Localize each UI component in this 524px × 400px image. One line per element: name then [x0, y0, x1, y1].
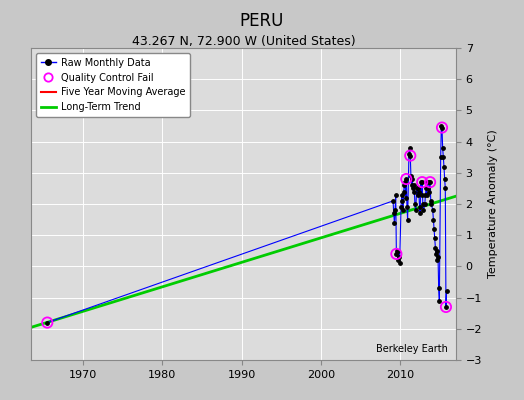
Point	[421, 201, 429, 207]
Point	[397, 204, 405, 210]
Point	[409, 185, 417, 192]
Point	[390, 220, 399, 226]
Point	[398, 198, 407, 204]
Point	[407, 182, 416, 188]
Point	[413, 185, 421, 192]
Point	[43, 319, 51, 326]
Legend: Raw Monthly Data, Quality Control Fail, Five Year Moving Average, Long-Term Tren: Raw Monthly Data, Quality Control Fail, …	[36, 53, 190, 117]
Point	[406, 152, 414, 159]
Point	[441, 176, 449, 182]
Point	[43, 319, 51, 326]
Point	[424, 188, 433, 195]
Point	[401, 194, 410, 201]
Point	[438, 124, 446, 131]
Point	[432, 248, 441, 254]
Point	[392, 251, 400, 257]
Point	[393, 248, 401, 254]
Point	[391, 207, 399, 214]
Point	[417, 179, 425, 185]
Point	[440, 163, 448, 170]
Point	[389, 198, 397, 204]
Point	[411, 201, 419, 207]
Point	[426, 179, 434, 185]
Point	[423, 179, 432, 185]
Point	[416, 210, 424, 216]
Point	[427, 198, 435, 204]
Point	[398, 192, 406, 198]
Point	[416, 204, 424, 210]
Point	[394, 257, 402, 263]
Point	[402, 176, 410, 182]
Point	[402, 176, 410, 182]
Point	[414, 185, 422, 192]
Title: 43.267 N, 72.900 W (United States): 43.267 N, 72.900 W (United States)	[132, 35, 355, 48]
Point	[431, 235, 439, 242]
Point	[411, 207, 420, 214]
Point	[389, 210, 398, 216]
Point	[392, 251, 400, 257]
Point	[421, 192, 430, 198]
Point	[438, 124, 446, 131]
Point	[422, 192, 431, 198]
Point	[424, 185, 432, 192]
Point	[391, 192, 400, 198]
Point	[407, 173, 415, 179]
Point	[439, 154, 447, 160]
Point	[417, 192, 425, 198]
Point	[399, 207, 407, 214]
Point	[430, 226, 438, 232]
Point	[403, 216, 412, 223]
Point	[436, 154, 445, 160]
Point	[418, 179, 427, 185]
Point	[442, 304, 450, 310]
Point	[399, 188, 408, 195]
Point	[433, 257, 442, 263]
Point	[426, 179, 434, 185]
Point	[406, 152, 414, 159]
Point	[442, 304, 450, 310]
Point	[435, 298, 443, 304]
Point	[439, 145, 447, 151]
Point	[408, 176, 417, 182]
Point	[422, 185, 430, 192]
Point	[434, 285, 443, 292]
Point	[403, 204, 411, 210]
Y-axis label: Temperature Anomaly (°C): Temperature Anomaly (°C)	[488, 130, 498, 278]
Point	[431, 244, 440, 251]
Point	[414, 188, 423, 195]
Point	[410, 182, 419, 188]
Point	[434, 254, 442, 260]
Point	[419, 201, 427, 207]
Point	[395, 254, 403, 260]
Point	[441, 185, 450, 192]
Point	[437, 123, 445, 129]
Point	[394, 248, 402, 254]
Point	[405, 151, 413, 157]
Point	[429, 207, 437, 214]
Point	[413, 192, 422, 198]
Point	[409, 188, 418, 195]
Text: PERU: PERU	[240, 12, 284, 30]
Text: Berkeley Earth: Berkeley Earth	[376, 344, 447, 354]
Point	[419, 207, 428, 214]
Point	[429, 216, 438, 223]
Point	[401, 179, 409, 185]
Point	[406, 145, 414, 151]
Point	[418, 179, 427, 185]
Point	[396, 260, 404, 266]
Point	[427, 201, 435, 207]
Point	[442, 288, 451, 294]
Point	[432, 251, 440, 257]
Point	[400, 182, 409, 188]
Point	[425, 179, 434, 185]
